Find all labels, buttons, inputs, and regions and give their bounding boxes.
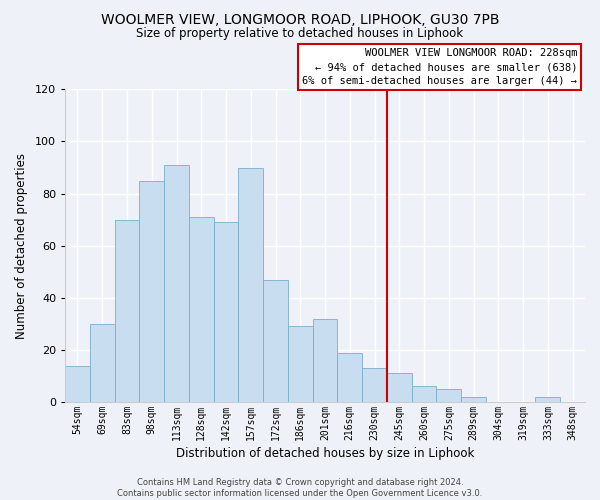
Text: WOOLMER VIEW LONGMOOR ROAD: 228sqm
← 94% of detached houses are smaller (638)
6%: WOOLMER VIEW LONGMOOR ROAD: 228sqm ← 94%… bbox=[302, 48, 577, 86]
Bar bbox=[90, 324, 115, 402]
Bar bbox=[263, 280, 288, 402]
Bar bbox=[139, 180, 164, 402]
Bar bbox=[337, 352, 362, 402]
Text: WOOLMER VIEW, LONGMOOR ROAD, LIPHOOK, GU30 7PB: WOOLMER VIEW, LONGMOOR ROAD, LIPHOOK, GU… bbox=[101, 12, 499, 26]
X-axis label: Distribution of detached houses by size in Liphook: Distribution of detached houses by size … bbox=[176, 447, 474, 460]
Bar bbox=[288, 326, 313, 402]
Bar bbox=[189, 217, 214, 402]
Bar bbox=[387, 374, 412, 402]
Bar bbox=[535, 397, 560, 402]
Bar bbox=[214, 222, 238, 402]
Bar bbox=[65, 366, 90, 402]
Bar bbox=[362, 368, 387, 402]
Y-axis label: Number of detached properties: Number of detached properties bbox=[15, 152, 28, 338]
Bar bbox=[461, 397, 486, 402]
Text: Contains HM Land Registry data © Crown copyright and database right 2024.
Contai: Contains HM Land Registry data © Crown c… bbox=[118, 478, 482, 498]
Bar bbox=[238, 168, 263, 402]
Bar bbox=[115, 220, 139, 402]
Bar bbox=[412, 386, 436, 402]
Bar bbox=[313, 318, 337, 402]
Bar bbox=[436, 389, 461, 402]
Bar bbox=[164, 165, 189, 402]
Text: Size of property relative to detached houses in Liphook: Size of property relative to detached ho… bbox=[136, 28, 464, 40]
